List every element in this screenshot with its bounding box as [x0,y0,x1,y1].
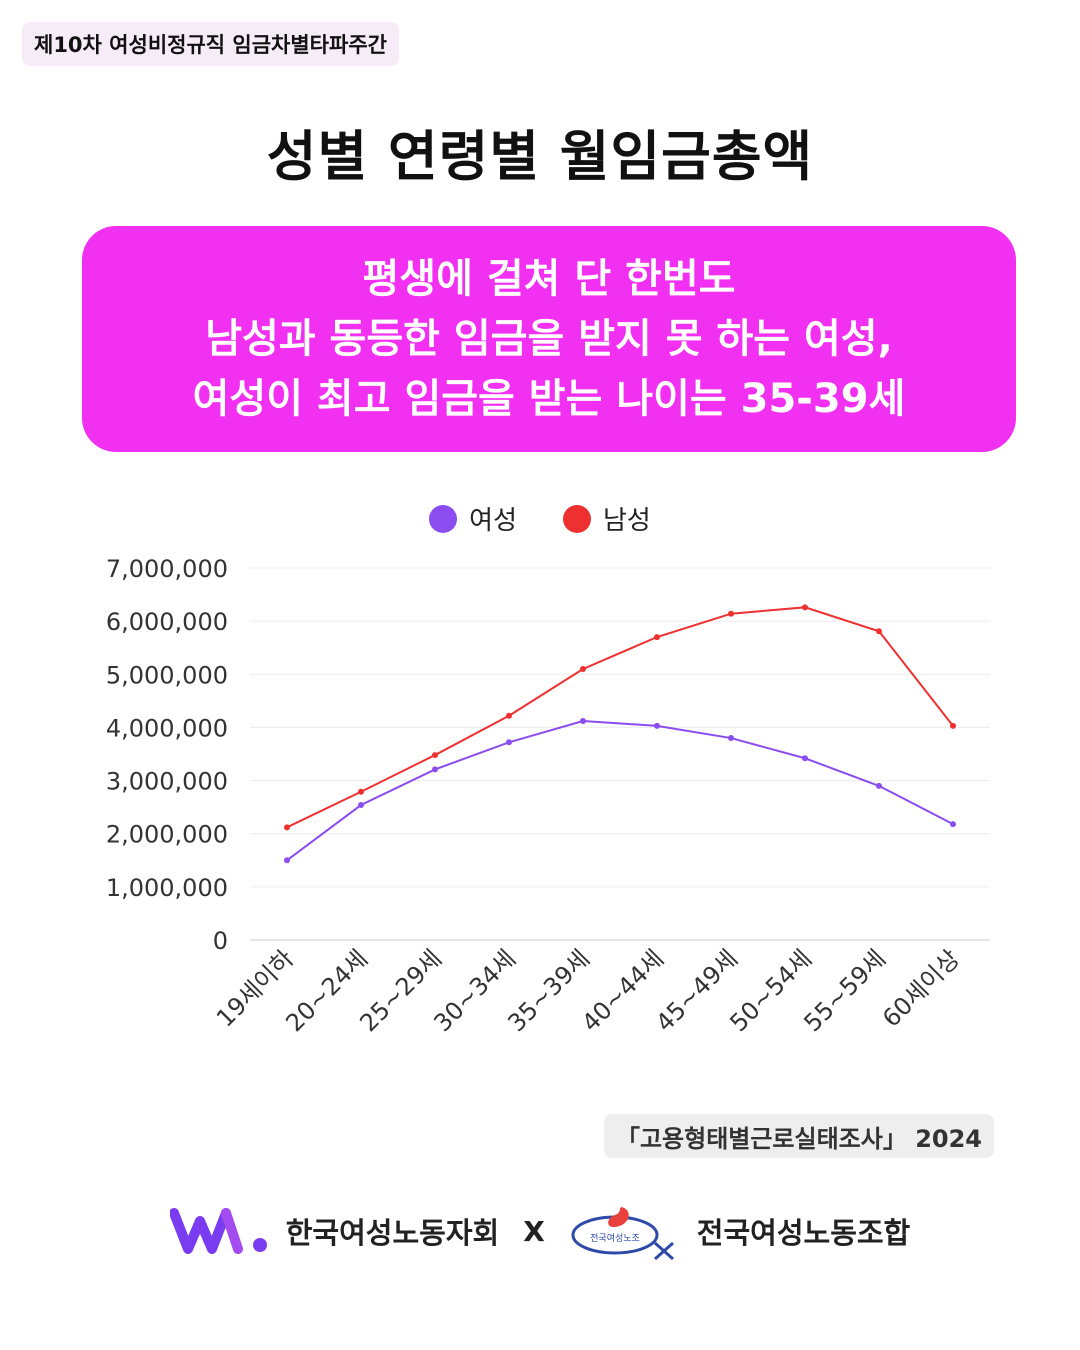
headline-line-3: 여성이 최고 임금을 받는 나이는 35-39세 [192,376,906,422]
headline-box: 평생에 걸쳐 단 한번도 남성과 동등한 임금을 받지 못 하는 여성, 여성이… [82,226,1016,452]
data-point-men [950,722,956,729]
data-point-men [728,610,734,617]
legend-item-women: 여성 [429,500,517,537]
footer: 한국여성노동자회 X 전국여성노조 전국여성노동조합 [0,1196,1080,1266]
org-name-1: 한국여성노동자회 [285,1216,500,1250]
logo-2-text: 전국여성노조 [590,1232,640,1244]
source-note: 「고용형태별근로실태조사」 2024 [603,1114,994,1158]
legend-label-men: 남성 [603,506,651,536]
data-point-men [358,788,364,795]
legend-dot-women [429,504,458,533]
y-tick-label: 4,000,000 [106,714,228,742]
data-point-men [432,752,438,759]
data-point-women [580,718,586,725]
headline-line-2: 남성과 동등한 임금을 받지 못 하는 여성, [205,316,893,362]
data-point-men [654,634,660,641]
data-point-women [728,735,734,742]
data-point-women [950,821,956,828]
legend-item-men: 남성 [563,500,651,537]
data-point-women [876,782,882,789]
line-chart: 0 1,000,000 2,000,000 3,000,000 4,000,000 5,0… [106,555,990,1037]
legend-label-women: 여성 [469,506,517,536]
series-line-men [286,606,954,829]
data-point-women [284,857,290,864]
data-point-women [654,722,660,729]
data-point-men [284,824,290,831]
page-title: 성별 연령별 월임금총액 [266,125,814,188]
y-tick-label: 3,000,000 [106,768,228,796]
data-point-men [876,628,882,635]
collaboration-x: X [523,1214,545,1248]
org-name-2: 전국여성노동조합 [696,1216,911,1250]
y-tick-label: 7,000,000 [106,555,228,583]
data-point-women [432,766,438,773]
korean-womens-trade-union-logo: 전국여성노조 [571,1207,674,1261]
data-point-women [802,755,808,762]
legend-dot-men [563,504,591,533]
y-tick-label: 0 [213,927,228,955]
y-tick-label: 2,000,000 [106,821,228,849]
data-point-men [580,665,586,672]
x-tick-label: 55~59세 [798,944,891,1037]
y-tick-label: 6,000,000 [106,608,228,636]
x-tick-label: 60세이상 [877,944,965,1032]
headline-line-1: 평생에 걸쳐 단 한번도 [362,256,736,302]
data-point-men [802,604,808,611]
data-point-men [506,712,512,719]
data-point-women [358,802,364,809]
chart-legend: 여성 남성 [0,500,1080,537]
y-tick-label: 5,000,000 [106,661,228,689]
campaign-tag: 제10차 여성비정규직 임금차별타파주간 [22,22,399,66]
series-line-women [286,720,954,862]
y-tick-label: 1,000,000 [106,874,228,902]
korean-womens-workers-association-logo [169,1208,267,1254]
data-point-women [506,739,512,746]
